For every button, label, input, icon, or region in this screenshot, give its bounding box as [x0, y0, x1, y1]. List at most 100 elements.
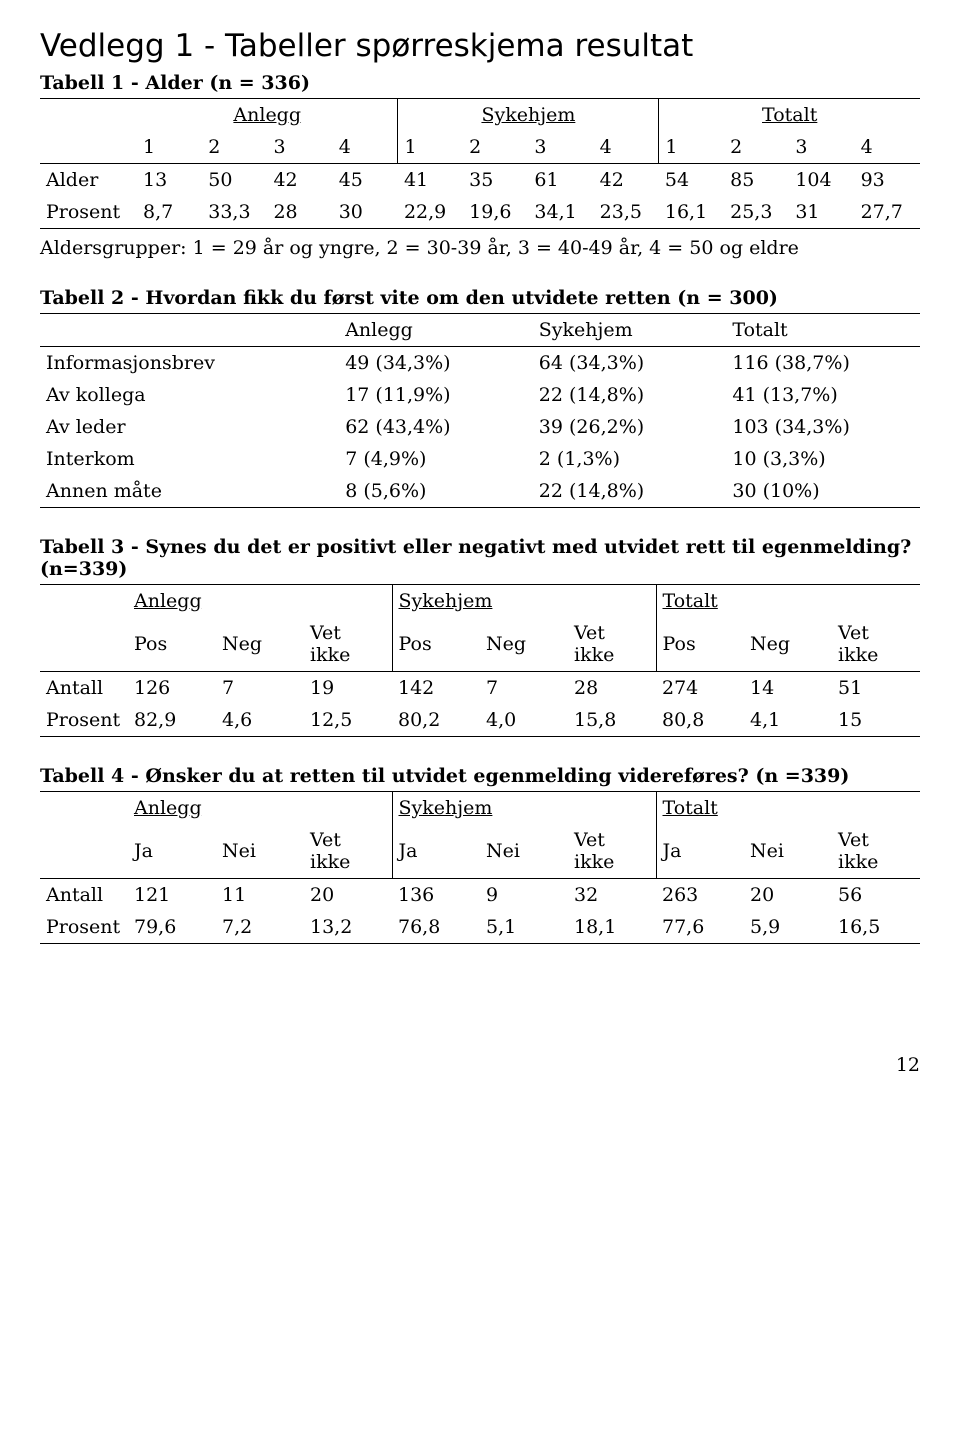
t3-sh: Pos	[392, 617, 480, 672]
t1-cell: 13	[137, 164, 202, 197]
t4-cell: 5,1	[480, 911, 568, 944]
table1-title: Tabell 1 - Alder (n = 336)	[40, 72, 920, 94]
t3-sh: Vet ikke	[568, 617, 656, 672]
t1-sh: 3	[528, 131, 593, 164]
t4-cell: 136	[392, 879, 480, 912]
t3-cell: 51	[832, 672, 920, 705]
t1-cell: 61	[528, 164, 593, 197]
t3-cell: 12,5	[304, 704, 392, 737]
t3-cell: 274	[656, 672, 744, 705]
t3-cell: 7	[216, 672, 304, 705]
t2-cell: 2 (1,3%)	[533, 443, 727, 475]
t2-cell: 62 (43,4%)	[339, 411, 533, 443]
t4-cell: 20	[744, 879, 832, 912]
table4-group-row: Anlegg Sykehjem Totalt	[40, 792, 920, 825]
t1-sh: 1	[398, 131, 463, 164]
table1-grp-totalt: Totalt	[762, 104, 817, 126]
t3-sh: Neg	[480, 617, 568, 672]
t1-cell: 19,6	[463, 196, 528, 229]
t3-sh: Neg	[744, 617, 832, 672]
table-row: Prosent 82,9 4,6 12,5 80,2 4,0 15,8 80,8…	[40, 704, 920, 737]
t4-cell: 18,1	[568, 911, 656, 944]
t2-cell: 49 (34,3%)	[339, 347, 533, 380]
table3-group-row: Anlegg Sykehjem Totalt	[40, 585, 920, 618]
t1-cell: 25,3	[724, 196, 789, 229]
t2-cell: 10 (3,3%)	[726, 443, 920, 475]
t4-cell: 11	[216, 879, 304, 912]
table-row: Antall 121 11 20 136 9 32 263 20 56	[40, 879, 920, 912]
t2-label: Informasjonsbrev	[40, 347, 339, 380]
table2: Anlegg Sykehjem Totalt Informasjonsbrev …	[40, 313, 920, 508]
t4-cell: 16,5	[832, 911, 920, 944]
t1-cell: 16,1	[659, 196, 724, 229]
t1-cell: 50	[202, 164, 267, 197]
t2-cell: 22 (14,8%)	[533, 475, 727, 508]
t3-cell: 19	[304, 672, 392, 705]
t3-sh: Vet ikke	[304, 617, 392, 672]
t1-cell: 41	[398, 164, 463, 197]
table1-group-row: Anlegg Sykehjem Totalt	[40, 99, 920, 132]
t3-cell: 15	[832, 704, 920, 737]
table-row: Prosent 8,7 33,3 28 30 22,9 19,6 34,1 23…	[40, 196, 920, 229]
table-row: Alder 13 50 42 45 41 35 61 42 54 85 104 …	[40, 164, 920, 197]
t3-cell: 4,0	[480, 704, 568, 737]
t4-grp: Anlegg	[134, 797, 202, 819]
table1-sub-row: 1 2 3 4 1 2 3 4 1 2 3 4	[40, 131, 920, 164]
t1-r1-label: Prosent	[40, 196, 137, 229]
table-row: Antall 126 7 19 142 7 28 274 14 51	[40, 672, 920, 705]
t4-sh: Vet ikke	[832, 824, 920, 879]
t3-cell: 7	[480, 672, 568, 705]
t3-grp: Anlegg	[134, 590, 202, 612]
t1-sh: 4	[333, 131, 398, 164]
t1-cell: 35	[463, 164, 528, 197]
t4-sh: Nei	[216, 824, 304, 879]
t3-cell: 4,6	[216, 704, 304, 737]
table-row: Av leder 62 (43,4%) 39 (26,2%) 103 (34,3…	[40, 411, 920, 443]
table-row: Interkom 7 (4,9%) 2 (1,3%) 10 (3,3%)	[40, 443, 920, 475]
t4-grp: Totalt	[663, 797, 718, 819]
t3-label: Prosent	[40, 704, 128, 737]
t4-cell: 263	[656, 879, 744, 912]
table3-sub-row: Pos Neg Vet ikke Pos Neg Vet ikke Pos Ne…	[40, 617, 920, 672]
t4-label: Prosent	[40, 911, 128, 944]
t4-grp: Sykehjem	[399, 797, 493, 819]
t4-cell: 56	[832, 879, 920, 912]
t2-cell: 64 (34,3%)	[533, 347, 727, 380]
table-row: Annen måte 8 (5,6%) 22 (14,8%) 30 (10%)	[40, 475, 920, 508]
t1-r0-label: Alder	[40, 164, 137, 197]
t2-cell: 39 (26,2%)	[533, 411, 727, 443]
t1-sh: 3	[789, 131, 854, 164]
t1-sh: 1	[137, 131, 202, 164]
table1: Anlegg Sykehjem Totalt 1 2 3 4 1 2 3 4 1…	[40, 98, 920, 229]
t1-sh: 3	[267, 131, 332, 164]
t1-sh: 4	[855, 131, 920, 164]
t2-h: Anlegg	[339, 314, 533, 347]
t2-cell: 7 (4,9%)	[339, 443, 533, 475]
table3: Anlegg Sykehjem Totalt Pos Neg Vet ikke …	[40, 584, 920, 737]
t4-sh: Ja	[128, 824, 216, 879]
page-title: Vedlegg 1 - Tabeller spørreskjema result…	[40, 28, 920, 64]
t3-cell: 126	[128, 672, 216, 705]
t2-h: Sykehjem	[533, 314, 727, 347]
t1-sh: 2	[202, 131, 267, 164]
t4-cell: 20	[304, 879, 392, 912]
t3-label: Antall	[40, 672, 128, 705]
t4-cell: 79,6	[128, 911, 216, 944]
t1-cell: 45	[333, 164, 398, 197]
t3-cell: 15,8	[568, 704, 656, 737]
table2-header-row: Anlegg Sykehjem Totalt	[40, 314, 920, 347]
table2-title: Tabell 2 - Hvordan fikk du først vite om…	[40, 287, 920, 309]
t1-cell: 22,9	[398, 196, 463, 229]
t4-sh: Vet ikke	[304, 824, 392, 879]
t2-cell: 30 (10%)	[726, 475, 920, 508]
t4-sh: Nei	[480, 824, 568, 879]
t3-cell: 142	[392, 672, 480, 705]
t2-label: Annen måte	[40, 475, 339, 508]
table-row: Prosent 79,6 7,2 13,2 76,8 5,1 18,1 77,6…	[40, 911, 920, 944]
t3-cell: 80,8	[656, 704, 744, 737]
table4-title: Tabell 4 - Ønsker du at retten til utvid…	[40, 765, 920, 787]
t4-label: Antall	[40, 879, 128, 912]
t4-cell: 76,8	[392, 911, 480, 944]
t1-sh: 2	[463, 131, 528, 164]
t4-sh: Ja	[392, 824, 480, 879]
